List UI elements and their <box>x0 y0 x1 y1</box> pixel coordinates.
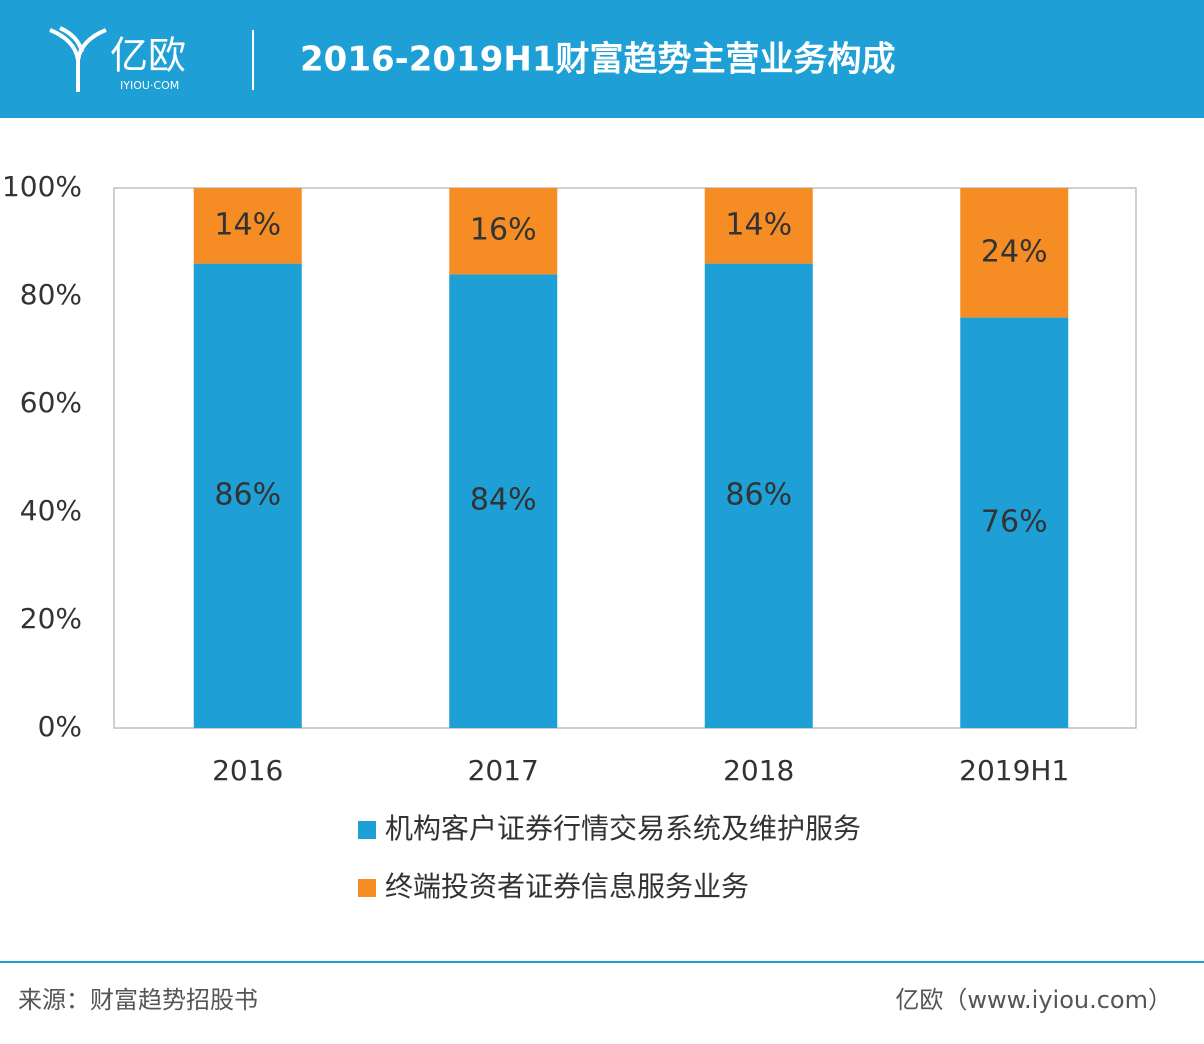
bar-segment <box>449 274 558 728</box>
x-tick-label: 2018 <box>723 754 794 787</box>
bar-segment <box>193 263 302 728</box>
legend-swatch <box>358 821 376 839</box>
data-label: 24% <box>981 234 1048 269</box>
y-tick-label: 80% <box>20 278 82 311</box>
bar-segment <box>704 188 813 264</box>
legend-swatch <box>358 879 376 897</box>
logo-text: 亿欧 <box>110 34 186 78</box>
source-note: 来源：财富趋势招股书 <box>18 986 258 1014</box>
data-label: 16% <box>470 213 537 248</box>
bar-segment <box>449 188 558 275</box>
chart-title: 2016-2019H1财富趋势主营业务构成 <box>300 40 895 80</box>
bar-segment <box>960 188 1069 318</box>
header-band <box>0 0 1204 118</box>
bar-segment <box>704 263 813 728</box>
data-label: 76% <box>981 504 1048 539</box>
x-tick-label: 2016 <box>212 754 283 787</box>
y-tick-label: 60% <box>20 386 82 419</box>
data-label: 14% <box>725 207 792 242</box>
data-label: 86% <box>725 477 792 512</box>
x-tick-label: 2017 <box>468 754 539 787</box>
credit-note: 亿欧（www.iyiou.com） <box>895 986 1172 1014</box>
legend-label: 机构客户证券行情交易系统及维护服务 <box>385 812 861 845</box>
legend-label: 终端投资者证券信息服务业务 <box>385 870 749 903</box>
logo-mark <box>49 26 107 92</box>
plot-frame <box>113 187 1137 729</box>
x-tick-label: 2019H1 <box>959 754 1069 787</box>
data-label: 86% <box>214 477 281 512</box>
bar-segment <box>193 188 302 264</box>
logo-subtext: IYIOU·COM <box>120 79 179 92</box>
y-tick-label: 40% <box>20 494 82 527</box>
bar-segment <box>960 317 1069 728</box>
y-tick-label: 0% <box>38 710 82 743</box>
data-label: 14% <box>214 207 281 242</box>
y-tick-label: 100% <box>2 170 82 203</box>
data-label: 84% <box>470 483 537 518</box>
y-tick-label: 20% <box>20 602 82 635</box>
